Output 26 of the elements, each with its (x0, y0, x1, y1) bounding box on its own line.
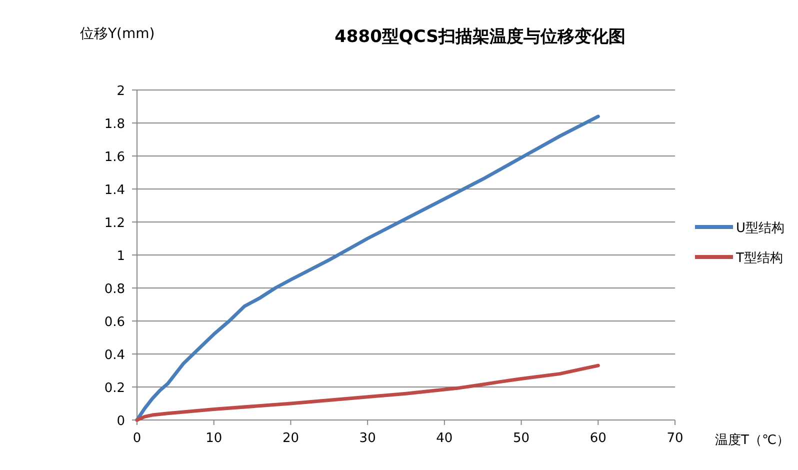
x-tick-label: 40 (436, 431, 453, 446)
x-tick-label: 70 (666, 431, 684, 446)
legend-label: U型结构 (736, 221, 785, 236)
y-tick-label: 0 (116, 414, 125, 429)
legend-label: T型结构 (735, 251, 783, 266)
y-tick-label: 0.2 (104, 381, 125, 396)
x-tick-label: 0 (132, 431, 142, 446)
y-tick-label: 1 (116, 249, 125, 264)
y-tick-label: 0.8 (104, 282, 125, 297)
x-axis-title: 温度T（℃） (715, 432, 790, 448)
chart-title: 4880型QCS扫描架温度与位移变化图 (334, 27, 626, 47)
x-tick-label: 20 (282, 431, 299, 446)
y-tick-label: 2 (116, 84, 125, 99)
y-tick-label: 0.4 (104, 348, 125, 363)
line-series (135, 364, 600, 422)
y-tick-label: 1.2 (104, 216, 125, 231)
x-tick-label: 30 (359, 431, 376, 446)
line-series (135, 114, 600, 422)
y-tick-label: 1.8 (104, 117, 125, 132)
x-tick-label: 60 (590, 431, 606, 446)
x-tick-label: 50 (513, 431, 530, 446)
y-tick-label: 1.4 (104, 183, 125, 198)
x-tick-label: 10 (206, 431, 222, 446)
y-axis-title: 位移Y(mm) (80, 26, 155, 42)
y-tick-label: 0.6 (104, 315, 125, 330)
y-tick-label: 1.6 (104, 150, 125, 165)
